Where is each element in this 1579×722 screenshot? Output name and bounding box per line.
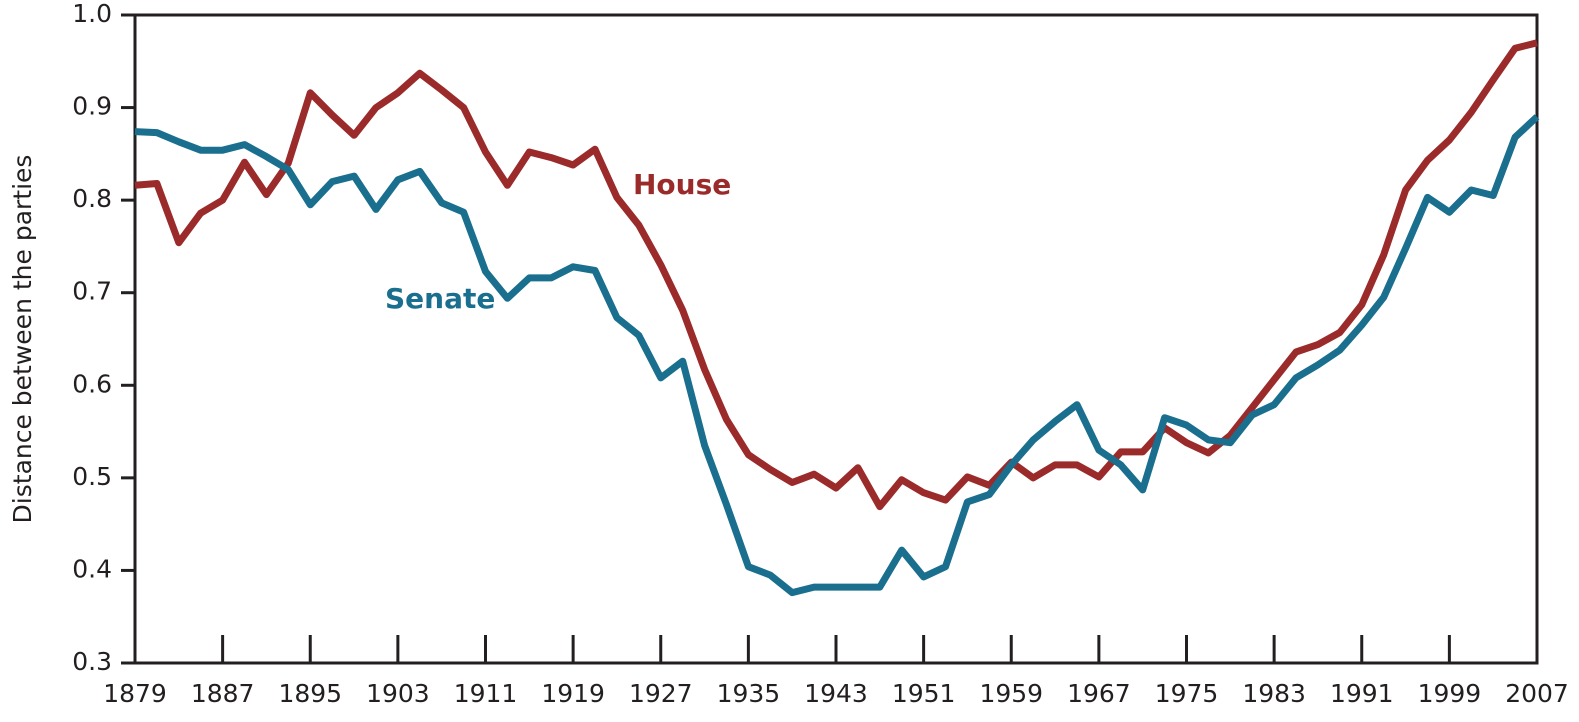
y-tick-label: 0.4: [72, 554, 112, 583]
series-label: House: [633, 168, 731, 201]
x-tick-label: 1879: [103, 679, 167, 708]
x-tick-label: 1903: [366, 679, 430, 708]
x-tick-label: 1943: [804, 679, 868, 708]
x-tick-label: 1983: [1242, 679, 1306, 708]
series-line: [134, 39, 1538, 511]
x-tick-label: 1887: [191, 679, 255, 708]
x-tick-label: 1967: [1067, 679, 1131, 708]
y-tick-label: 0.3: [72, 647, 112, 676]
y-tick-label: 0.8: [72, 184, 112, 213]
y-axis-label: Distance between the parties: [8, 155, 37, 524]
y-tick-label: 1.0: [72, 0, 112, 28]
x-tick-label: 1975: [1155, 679, 1219, 708]
series-line: [134, 114, 1540, 597]
y-tick-label: 0.7: [72, 277, 112, 306]
x-tick-label: 1991: [1330, 679, 1394, 708]
x-tick-label: 1959: [979, 679, 1043, 708]
x-tick-label: 2007: [1505, 679, 1569, 708]
x-tick-label: 1895: [278, 679, 342, 708]
y-tick-label: 0.5: [72, 462, 112, 491]
x-tick-label: 1911: [454, 679, 518, 708]
y-tick-label: 0.6: [72, 369, 112, 398]
x-tick-label: 1951: [892, 679, 956, 708]
x-tick-label: 1927: [629, 679, 693, 708]
x-tick-label: 1999: [1418, 679, 1482, 708]
x-tick-label: 1935: [717, 679, 781, 708]
series-label: Senate: [385, 282, 495, 315]
y-tick-label: 0.9: [72, 92, 112, 121]
x-tick-label: 1919: [541, 679, 605, 708]
